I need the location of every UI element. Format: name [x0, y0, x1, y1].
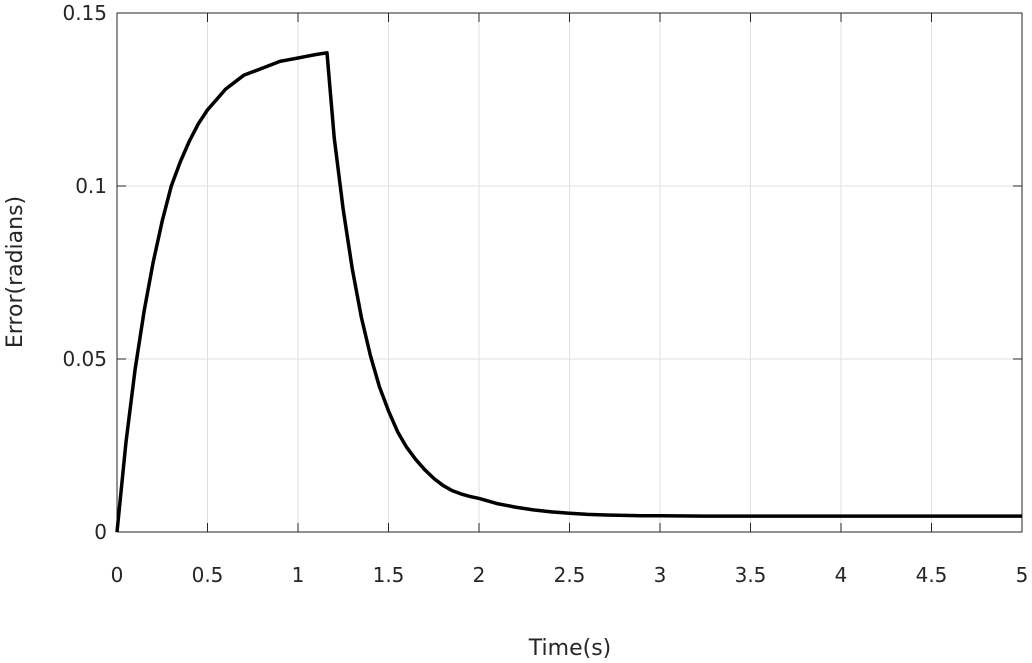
x-tick-label: 3.5	[735, 563, 767, 587]
x-tick-label: 2	[473, 563, 486, 587]
y-tick-label: 0.1	[75, 174, 107, 198]
x-tick-label: 5	[1016, 563, 1029, 587]
plot-frame	[116, 12, 1023, 533]
x-tick-label: 2.5	[554, 563, 586, 587]
x-tick-label: 0.5	[192, 563, 224, 587]
tick-labels: 0 0.5 1 1.5 2 2.5 3 3.5 4 4.5 5 0 0.05 0.1 0.15	[62, 1, 1028, 587]
data-series-group	[115, 51, 1022, 533]
y-tick-label: 0.15	[62, 1, 107, 25]
grid	[116, 12, 1023, 533]
y-axis-label: Error(radians)	[3, 196, 28, 348]
y-tick-label: 0.05	[62, 347, 107, 371]
x-axis-label: Time(s)	[528, 636, 611, 661]
y-tick-label: 0	[94, 520, 107, 544]
x-tick-label: 1.5	[373, 563, 405, 587]
x-tick-label: 0	[111, 563, 124, 587]
x-tick-label: 4	[835, 563, 848, 587]
error-series-line	[115, 51, 1022, 533]
x-tick-label: 4.5	[916, 563, 948, 587]
x-tick-label: 3	[654, 563, 667, 587]
axes-box	[116, 12, 1023, 533]
x-tick-label: 1	[292, 563, 305, 587]
